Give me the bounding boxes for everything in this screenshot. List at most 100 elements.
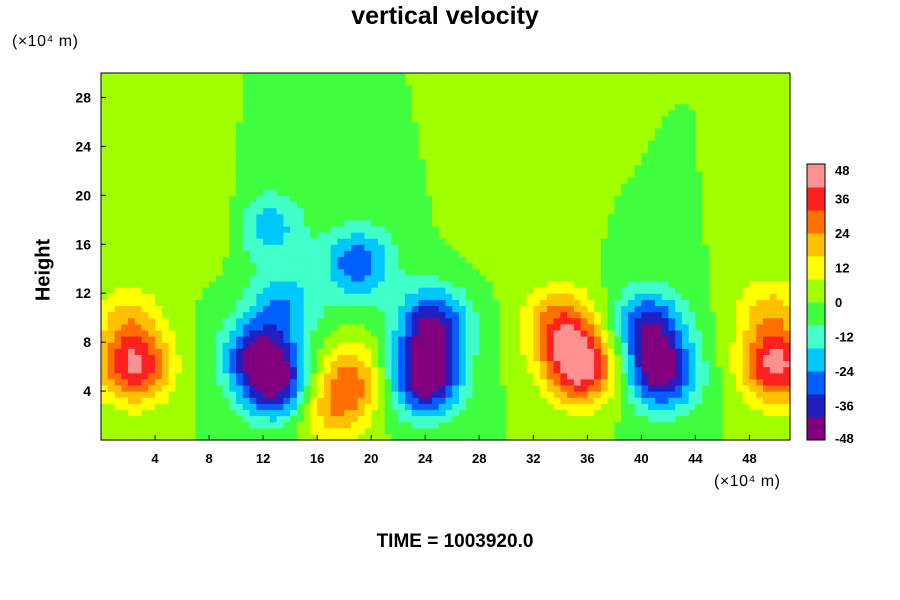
heatmap-cell xyxy=(513,360,521,368)
heatmap-cell xyxy=(404,115,413,123)
heatmap-cell xyxy=(567,256,575,264)
heatmap-cell xyxy=(337,409,345,417)
heatmap-cell xyxy=(242,329,251,337)
heatmap-cell xyxy=(344,427,352,435)
heatmap-cell xyxy=(128,317,136,325)
heatmap-cell xyxy=(242,73,251,80)
heatmap-cell xyxy=(242,391,251,398)
heatmap-cell xyxy=(377,274,386,282)
heatmap-cell xyxy=(256,421,264,429)
heatmap-cell xyxy=(580,360,588,368)
heatmap-cell xyxy=(431,134,440,141)
heatmap-cell xyxy=(465,115,474,123)
heatmap-cell xyxy=(323,170,332,178)
heatmap-cell xyxy=(114,256,122,264)
heatmap-cell xyxy=(114,323,122,331)
heatmap-cell xyxy=(107,195,116,203)
heatmap-cell xyxy=(533,354,541,362)
heatmap-cell xyxy=(465,207,474,215)
heatmap-cell xyxy=(486,427,494,435)
heatmap-cell xyxy=(128,378,136,386)
heatmap-cell xyxy=(323,360,332,368)
heatmap-cell xyxy=(283,85,291,92)
heatmap-cell xyxy=(175,348,183,355)
heatmap-cell xyxy=(594,79,602,86)
heatmap-cell xyxy=(310,287,318,294)
heatmap-cell xyxy=(276,336,284,343)
heatmap-cell xyxy=(587,372,595,380)
heatmap-cell xyxy=(161,225,170,233)
heatmap-cell xyxy=(148,317,156,325)
heatmap-cell xyxy=(121,219,129,227)
heatmap-cell xyxy=(337,317,345,325)
heatmap-cell xyxy=(296,128,305,135)
heatmap-cell xyxy=(486,250,494,258)
heatmap-cell xyxy=(425,219,433,227)
heatmap-cell xyxy=(337,384,345,392)
heatmap-cell xyxy=(472,115,480,123)
heatmap-cell xyxy=(553,274,561,282)
heatmap-cell xyxy=(269,189,278,196)
heatmap-cell xyxy=(600,262,609,270)
heatmap-cell xyxy=(404,213,413,221)
heatmap-cell xyxy=(303,207,312,215)
heatmap-cell xyxy=(452,329,460,337)
heatmap-cell xyxy=(567,323,575,331)
heatmap-cell xyxy=(256,238,264,245)
heatmap-cell xyxy=(344,421,352,429)
heatmap-cell xyxy=(614,397,622,404)
heatmap-cell xyxy=(148,79,156,86)
heatmap-cell xyxy=(459,366,467,374)
heatmap-cell xyxy=(161,317,170,325)
heatmap-cell xyxy=(269,268,278,276)
heatmap-cell xyxy=(472,85,480,92)
heatmap-cell xyxy=(573,329,582,337)
heatmap-cell xyxy=(459,170,467,178)
heatmap-cell xyxy=(276,176,284,184)
heatmap-cell xyxy=(344,158,352,166)
heatmap-cell xyxy=(175,189,183,196)
heatmap-cell xyxy=(560,366,568,374)
heatmap-cell xyxy=(236,366,244,374)
heatmap-cell xyxy=(438,134,447,141)
heatmap-cell xyxy=(249,250,257,258)
heatmap-cell xyxy=(431,128,440,135)
heatmap-cell xyxy=(391,268,399,276)
heatmap-cell xyxy=(600,103,609,111)
heatmap-cell xyxy=(290,207,298,215)
heatmap-cell xyxy=(634,109,642,117)
heatmap-cell xyxy=(350,213,359,221)
heatmap-cell xyxy=(310,128,318,135)
heatmap-cell xyxy=(411,183,420,190)
heatmap-cell xyxy=(168,176,176,184)
heatmap-cell xyxy=(303,317,312,325)
heatmap-cell xyxy=(580,268,588,276)
heatmap-cell xyxy=(431,354,440,362)
heatmap-cell xyxy=(155,195,163,203)
heatmap-cell xyxy=(445,262,453,270)
heatmap-cell xyxy=(384,274,393,282)
heatmap-cell xyxy=(519,244,528,251)
heatmap-cell xyxy=(648,342,656,349)
heatmap-cell xyxy=(330,293,339,300)
heatmap-cell xyxy=(621,201,629,209)
heatmap-cell xyxy=(283,274,291,282)
heatmap-cell xyxy=(492,158,501,166)
heatmap-cell xyxy=(418,146,426,154)
heatmap-cell xyxy=(634,274,642,282)
heatmap-cell xyxy=(357,164,366,172)
heatmap-cell xyxy=(141,299,149,307)
heatmap-cell xyxy=(398,421,406,429)
heatmap-cell xyxy=(283,232,291,239)
heatmap-cell xyxy=(560,384,568,392)
heatmap-cell xyxy=(215,274,224,282)
heatmap-cell xyxy=(215,213,224,221)
heatmap-cell xyxy=(317,219,325,227)
heatmap-cell xyxy=(580,366,588,374)
heatmap-cell xyxy=(202,366,210,374)
heatmap-cell xyxy=(128,238,136,245)
heatmap-cell xyxy=(330,287,339,294)
heatmap-cell xyxy=(161,403,170,411)
heatmap-cell xyxy=(465,342,474,349)
heatmap-cell xyxy=(296,256,305,264)
